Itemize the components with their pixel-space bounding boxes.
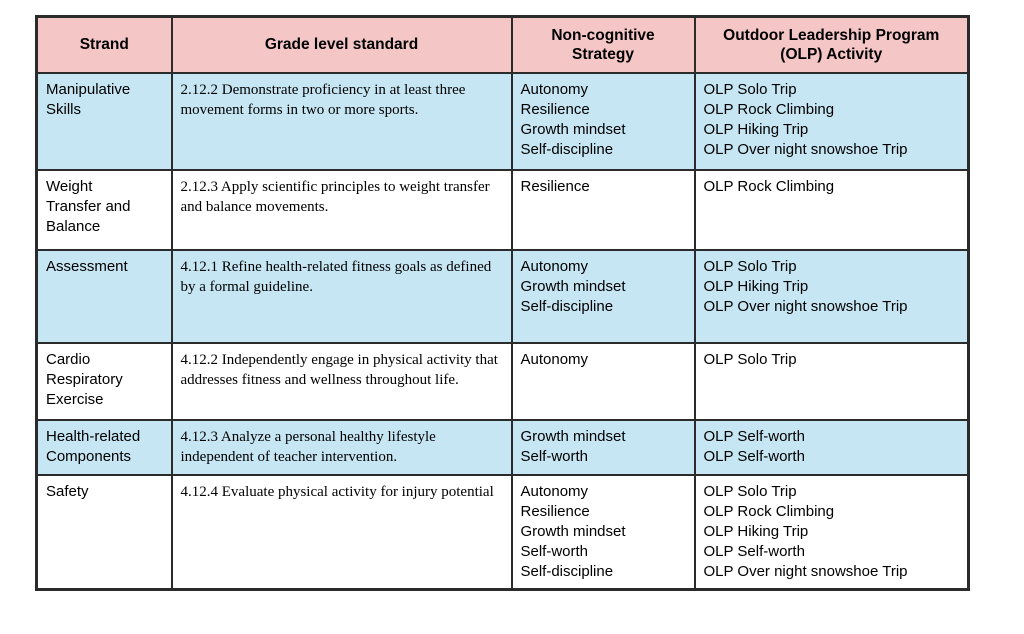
strategy-item: Growth mindset	[520, 277, 626, 295]
activity-item: OLP Solo Trip	[703, 350, 797, 368]
standard-cell: 2.12.3 Apply scientific principles to we…	[170, 168, 513, 251]
table-row: Safety 4.12.4 Evaluate physical activity …	[35, 473, 970, 591]
activity-item: OLP Self-worth	[703, 542, 805, 560]
strategy-item: Autonomy	[520, 350, 589, 368]
table-row: Weight Transfer and Balance 2.12.3 Apply …	[35, 168, 970, 251]
strand-cell: Manipulative Skills	[35, 71, 173, 171]
strategies-cell: Autonomy	[510, 341, 696, 421]
table-body: Manipulative Skills 2.12.2 Demonstrate pr…	[35, 71, 970, 591]
activity-item: OLP Over night snowshoe Trip	[703, 297, 908, 315]
strand-cell: Weight Transfer and Balance	[35, 168, 173, 251]
activity-item: OLP Over night snowshoe Trip	[703, 140, 908, 158]
activity-item: OLP Solo Trip	[703, 482, 797, 500]
strategy-item: Self-discipline	[520, 140, 614, 158]
table-header: Strand Grade level standard Non-cognitiv…	[35, 15, 970, 74]
strand-cell: Health-related Components	[35, 418, 173, 476]
standard-cell: 2.12.2 Demonstrate proficiency in at lea…	[170, 71, 513, 171]
table-row: Manipulative Skills 2.12.2 Demonstrate pr…	[35, 71, 970, 171]
activity-item: OLP Self-worth	[703, 447, 805, 465]
standard-cell: 4.12.1 Refine health-related fitness goa…	[170, 248, 513, 344]
table-row: Cardio Respiratory Exercise 4.12.2 Indepe…	[35, 341, 970, 421]
col-header-olp-activity: Outdoor Leadership Program (OLP) Activit…	[693, 15, 970, 74]
standard-cell: 4.12.4 Evaluate physical activity for in…	[170, 473, 513, 591]
col-header-non-cognitive-strategy: Non-cognitive Strategy	[510, 15, 696, 74]
strategy-item: Growth mindset	[520, 427, 626, 445]
activities-cell: OLP Rock Climbing	[693, 168, 970, 251]
strategy-item: Growth mindset	[520, 120, 626, 138]
activities-cell: OLP Solo Trip OLP Hiking Trip OLP Over nig…	[693, 248, 970, 344]
activity-item: OLP Hiking Trip	[703, 120, 809, 138]
activity-item: OLP Self-worth	[703, 427, 805, 445]
strategies-cell: Resilience	[510, 168, 696, 251]
strategy-item: Autonomy	[520, 257, 589, 275]
table-row: Health-related Components 4.12.3 Analyze …	[35, 418, 970, 476]
activity-item: OLP Solo Trip	[703, 257, 797, 275]
strategy-item: Autonomy	[520, 482, 589, 500]
activity-item: OLP Rock Climbing	[703, 502, 835, 520]
table-row: Assessment 4.12.1 Refine health-related f…	[35, 248, 970, 344]
strand-cell: Cardio Respiratory Exercise	[35, 341, 173, 421]
activity-item: OLP Hiking Trip	[703, 277, 809, 295]
col-header-grade-level-standard: Grade level standard	[170, 15, 513, 74]
strategies-cell: Growth mindset Self-worth	[510, 418, 696, 476]
standards-table: Strand Grade level standard Non-cognitiv…	[35, 15, 970, 591]
strategies-cell: Autonomy Growth mindset Self-discipline	[510, 248, 696, 344]
standard-cell: 4.12.2 Independently engage in physical …	[170, 341, 513, 421]
header-row: Strand Grade level standard Non-cognitiv…	[35, 15, 970, 74]
strategy-item: Growth mindset	[520, 522, 626, 540]
strategies-cell: Autonomy Resilience Growth mindset Self-wor…	[510, 473, 696, 591]
strategy-item: Self-worth	[520, 542, 589, 560]
activities-cell: OLP Solo Trip OLP Rock Climbing OLP Hiking…	[693, 71, 970, 171]
activities-cell: OLP Solo Trip OLP Rock Climbing OLP Hiking…	[693, 473, 970, 591]
strategy-item: Self-worth	[520, 447, 589, 465]
col-header-strand: Strand	[35, 15, 173, 74]
activities-cell: OLP Solo Trip	[693, 341, 970, 421]
strategy-item: Resilience	[520, 100, 590, 118]
strategy-item: Resilience	[520, 502, 590, 520]
activity-item: OLP Over night snowshoe Trip	[703, 562, 908, 580]
standard-cell: 4.12.3 Analyze a personal healthy lifest…	[170, 418, 513, 476]
strand-cell: Safety	[35, 473, 173, 591]
strategy-item: Self-discipline	[520, 297, 614, 315]
strategy-item: Resilience	[520, 177, 590, 195]
activity-item: OLP Rock Climbing	[703, 177, 835, 195]
activity-item: OLP Hiking Trip	[703, 522, 809, 540]
strategy-item: Self-discipline	[520, 562, 614, 580]
activity-item: OLP Rock Climbing	[703, 100, 835, 118]
strategies-cell: Autonomy Resilience Growth mindset Self-dis…	[510, 71, 696, 171]
activities-cell: OLP Self-worth OLP Self-worth	[693, 418, 970, 476]
activity-item: OLP Solo Trip	[703, 80, 797, 98]
strand-cell: Assessment	[35, 248, 173, 344]
strategy-item: Autonomy	[520, 80, 589, 98]
